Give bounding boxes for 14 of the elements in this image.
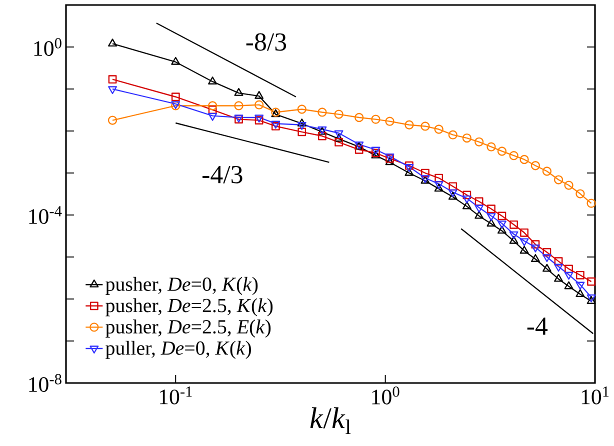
y-tick-label: 10$^{-4}$	[29, 206, 62, 224]
x-tick-label: 10$^{0}$	[372, 386, 400, 404]
annotation: -8/3	[246, 33, 286, 51]
legend-label: pusher, De=2.5, E(k)	[106, 320, 271, 338]
x-axis-title: k/k$_{l}$	[310, 407, 351, 434]
x-tick-label: 10$^{-1}$	[160, 386, 192, 404]
x-tick-label: 10$^{1}$	[582, 386, 609, 404]
annotation: -4	[527, 318, 548, 335]
legend-label: pusher, De=0, K(k)	[106, 276, 258, 295]
y-tick-label: 10$^{-8}$	[29, 374, 62, 392]
legend-label: puller, De=0, K(k)	[106, 340, 251, 359]
legend-label: pusher, De=2.5, K(k)	[106, 298, 273, 316]
y-tick-label: 10$^{0}$	[34, 38, 62, 56]
annotation: -4/3	[202, 166, 242, 184]
